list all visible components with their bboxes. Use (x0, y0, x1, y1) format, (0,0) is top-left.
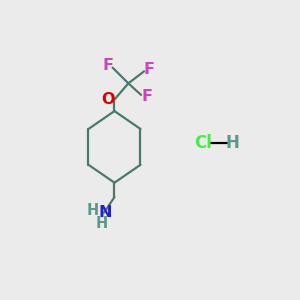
Text: N: N (98, 205, 112, 220)
Text: H: H (96, 216, 108, 231)
Text: F: F (102, 58, 113, 73)
Text: H: H (225, 134, 239, 152)
Text: O: O (101, 92, 115, 107)
Text: H: H (87, 203, 99, 218)
Text: Cl: Cl (194, 134, 212, 152)
Text: F: F (141, 88, 152, 104)
Text: F: F (144, 62, 154, 77)
